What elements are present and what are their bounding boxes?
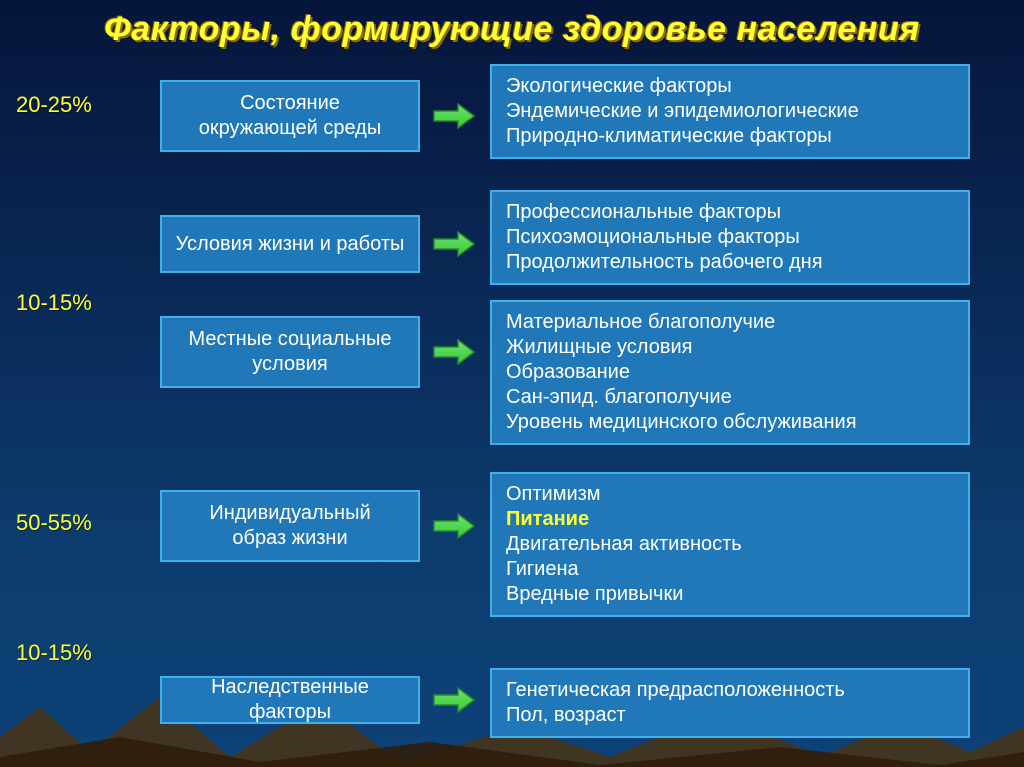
factor-detail-line: Природно-климатические факторы: [506, 124, 954, 149]
arrow-icon: [432, 686, 476, 714]
arrow-icon: [432, 102, 476, 130]
factor-detail-line: Гигиена: [506, 557, 954, 582]
factor-category-line: Условия жизни и работы: [172, 232, 408, 257]
factor-detail-line: Вредные привычки: [506, 582, 954, 607]
factor-category-line: Индивидуальный: [172, 501, 408, 526]
factor-category-line: окружающей среды: [172, 116, 408, 141]
slide-title: Факторы, формирующие здоровье населения: [0, 10, 1024, 49]
factor-detail-box: Экологические факторыЭндемические и эпид…: [490, 64, 970, 159]
slide: Факторы, формирующие здоровье населения …: [0, 0, 1024, 767]
factor-detail-line: Двигательная активность: [506, 532, 954, 557]
factor-detail-line: Эндемические и эпидемиологические: [506, 99, 954, 124]
factor-category-box: Состояниеокружающей среды: [160, 80, 420, 152]
factor-category-line: Наследственные факторы: [172, 675, 408, 725]
factor-detail-line: Психоэмоциональные факторы: [506, 225, 954, 250]
percent-label: 10-15%: [16, 640, 92, 666]
factor-detail-line: Оптимизм: [506, 482, 954, 507]
factor-category-line: Местные социальные: [172, 327, 408, 352]
percent-label: 10-15%: [16, 290, 92, 316]
factor-category-line: Состояние: [172, 91, 408, 116]
factor-detail-line: Профессиональные факторы: [506, 200, 954, 225]
percent-label: 20-25%: [16, 92, 92, 118]
arrow-icon: [432, 512, 476, 540]
factor-detail-box: ОптимизмПитаниеДвигательная активностьГи…: [490, 472, 970, 617]
arrow-icon: [432, 230, 476, 258]
factor-detail-line: Экологические факторы: [506, 74, 954, 99]
factor-detail-line: Генетическая предрасположенность: [506, 678, 954, 703]
arrow-icon: [432, 338, 476, 366]
factor-detail-box: Генетическая предрасположенностьПол, воз…: [490, 668, 970, 738]
factor-detail-line: Жилищные условия: [506, 335, 954, 360]
factor-category-box: Индивидуальныйобраз жизни: [160, 490, 420, 562]
factor-detail-line: Пол, возраст: [506, 703, 954, 728]
percent-label: 50-55%: [16, 510, 92, 536]
factor-category-line: образ жизни: [172, 526, 408, 551]
factor-detail-line: Сан-эпид. благополучие: [506, 385, 954, 410]
factor-category-box: Местные социальныеусловия: [160, 316, 420, 388]
factor-category-line: условия: [172, 352, 408, 377]
factor-detail-line: Материальное благополучие: [506, 310, 954, 335]
factor-detail-line: Уровень медицинского обслуживания: [506, 410, 954, 435]
factor-detail-box: Материальное благополучиеЖилищные услови…: [490, 300, 970, 445]
factor-category-box: Наследственные факторы: [160, 676, 420, 724]
factor-category-box: Условия жизни и работы: [160, 215, 420, 273]
factor-detail-line: Питание: [506, 507, 954, 532]
factor-detail-line: Образование: [506, 360, 954, 385]
factor-detail-line: Продолжительность рабочего дня: [506, 250, 954, 275]
factor-detail-box: Профессиональные факторыПсихоэмоциональн…: [490, 190, 970, 285]
